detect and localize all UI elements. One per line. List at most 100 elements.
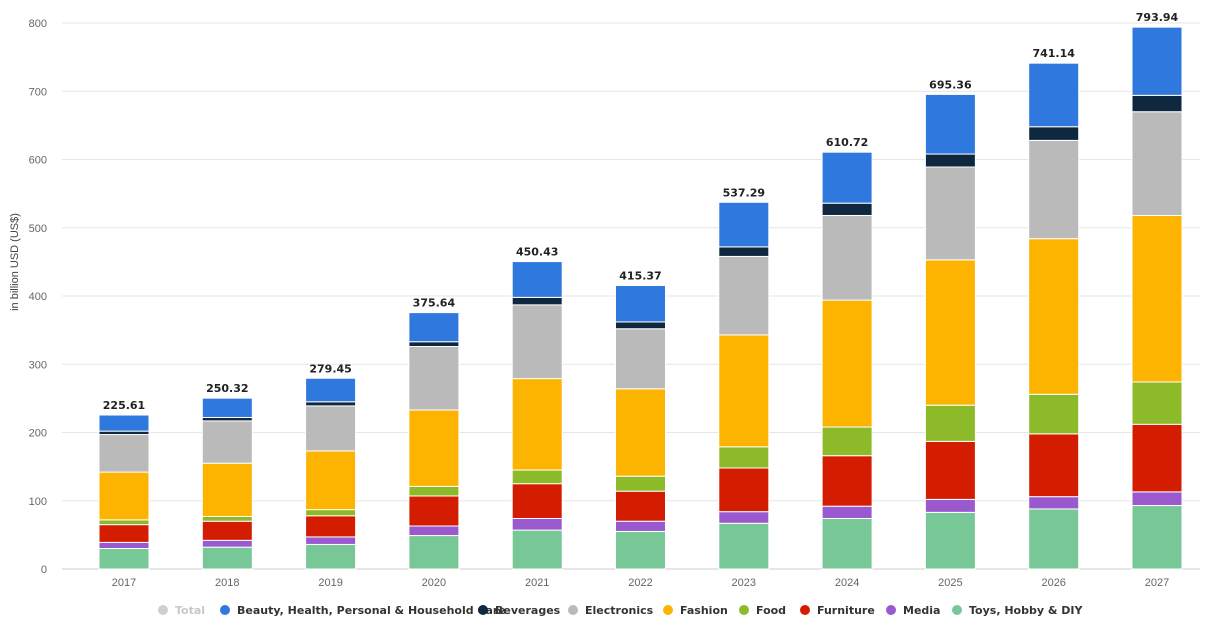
- bar-segment-media-2017[interactable]: [98, 541, 150, 550]
- bar-segment-electronics-2022[interactable]: [615, 328, 666, 390]
- bar-segment-beauty-health-personal-household-care-2026[interactable]: [1028, 62, 1080, 128]
- bar-segment-toys-hobby-diy-2022[interactable]: [615, 530, 666, 570]
- bar-segment-beauty-health-personal-household-care-2025[interactable]: [924, 93, 976, 155]
- bar-segment-beverages-2020[interactable]: [408, 341, 460, 348]
- bar-segment-toys-hobby-diy-2023[interactable]: [718, 522, 770, 570]
- bar-segment-toys-hobby-diy-2024[interactable]: [821, 517, 873, 570]
- bar-segment-beverages-2025[interactable]: [924, 153, 976, 168]
- bar-segment-beauty-health-personal-household-care-2021[interactable]: [511, 261, 563, 298]
- bar-segment-food-2025[interactable]: [924, 404, 976, 442]
- bar-segment-beverages-2022[interactable]: [615, 321, 666, 330]
- bar-segment-furniture-2022[interactable]: [615, 490, 666, 522]
- bar-segment-food-2020[interactable]: [408, 485, 460, 497]
- bar-segment-fashion-2026[interactable]: [1028, 238, 1080, 395]
- bar-segment-fashion-2027[interactable]: [1131, 214, 1183, 383]
- bar-segment-electronics-2017[interactable]: [98, 434, 150, 473]
- bar-segment-fashion-2019[interactable]: [305, 450, 357, 511]
- bar-segment-beverages-2021[interactable]: [511, 296, 563, 306]
- bar-segment-media-2018[interactable]: [201, 539, 253, 548]
- bar-segment-food-2023[interactable]: [718, 446, 770, 469]
- bar-segment-toys-hobby-diy-2018[interactable]: [201, 546, 253, 570]
- bar-segment-beauty-health-personal-household-care-2023[interactable]: [718, 201, 770, 248]
- bar-segment-media-2019[interactable]: [305, 536, 357, 545]
- bar-segment-beverages-2027[interactable]: [1131, 94, 1183, 113]
- bar-segment-furniture-2026[interactable]: [1028, 433, 1080, 498]
- bar-segment-media-2022[interactable]: [615, 520, 666, 532]
- bar-segment-beauty-health-personal-household-care-2018[interactable]: [201, 397, 253, 418]
- bar-segment-media-2021[interactable]: [511, 517, 563, 531]
- bar-segment-furniture-2018[interactable]: [201, 520, 253, 541]
- legend-item-food[interactable]: Food: [739, 604, 786, 617]
- legend-item-electronics[interactable]: Electronics: [568, 604, 654, 617]
- bar-segment-electronics-2020[interactable]: [408, 346, 460, 411]
- bar-segment-electronics-2021[interactable]: [511, 304, 563, 380]
- bar-segment-media-2026[interactable]: [1028, 496, 1080, 510]
- legend-item-furniture[interactable]: Furniture: [800, 604, 875, 617]
- bar-segment-food-2022[interactable]: [615, 475, 666, 492]
- bar-segment-fashion-2017[interactable]: [98, 471, 150, 521]
- bar-segment-furniture-2023[interactable]: [718, 467, 770, 513]
- bar-segment-furniture-2019[interactable]: [305, 515, 357, 538]
- bar-segment-beverages-2026[interactable]: [1028, 126, 1080, 141]
- bar-segment-toys-hobby-diy-2019[interactable]: [305, 543, 357, 570]
- bar-segment-food-2024[interactable]: [821, 426, 873, 457]
- bar-segment-beverages-2017[interactable]: [98, 430, 150, 436]
- bar-segment-fashion-2021[interactable]: [511, 378, 563, 471]
- bar-segment-beverages-2018[interactable]: [201, 416, 253, 422]
- bar-segment-fashion-2020[interactable]: [408, 409, 460, 487]
- bar-segment-electronics-2024[interactable]: [821, 214, 873, 301]
- legend-item-beauty-health-personal-household-care[interactable]: Beauty, Health, Personal & Household Car…: [220, 604, 506, 617]
- bar-segment-beauty-health-personal-household-care-2022[interactable]: [615, 285, 666, 323]
- bar-segment-electronics-2025[interactable]: [924, 166, 976, 261]
- bar-segment-food-2018[interactable]: [201, 515, 253, 522]
- bar-segment-food-2026[interactable]: [1028, 393, 1080, 435]
- y-tick-label: 0: [41, 564, 47, 576]
- legend-item-beverages[interactable]: Beverages: [478, 604, 561, 617]
- bar-segment-furniture-2020[interactable]: [408, 495, 460, 527]
- legend-item-toys-hobby-diy[interactable]: Toys, Hobby & DIY: [952, 604, 1083, 617]
- bar-segment-fashion-2022[interactable]: [615, 388, 666, 477]
- bar-segment-electronics-2027[interactable]: [1131, 111, 1183, 216]
- bar-segment-fashion-2023[interactable]: [718, 334, 770, 448]
- bar-segment-beverages-2023[interactable]: [718, 246, 770, 257]
- bar-segment-food-2021[interactable]: [511, 469, 563, 485]
- bar-segment-furniture-2021[interactable]: [511, 483, 563, 519]
- bar-segment-electronics-2019[interactable]: [305, 405, 357, 452]
- bar-segment-furniture-2017[interactable]: [98, 524, 150, 543]
- bar-segment-food-2017[interactable]: [98, 519, 150, 526]
- bar-segment-beauty-health-personal-household-care-2027[interactable]: [1131, 26, 1183, 96]
- bar-segment-toys-hobby-diy-2020[interactable]: [408, 535, 460, 570]
- bar-segment-toys-hobby-diy-2027[interactable]: [1131, 505, 1183, 570]
- bar-segment-electronics-2018[interactable]: [201, 420, 253, 464]
- bar-segment-media-2024[interactable]: [821, 505, 873, 519]
- bar-segment-toys-hobby-diy-2021[interactable]: [511, 529, 563, 570]
- bar-segment-fashion-2018[interactable]: [201, 462, 253, 517]
- bar-segment-beauty-health-personal-household-care-2024[interactable]: [821, 151, 873, 204]
- bar-segment-beverages-2019[interactable]: [305, 401, 357, 407]
- bar-segment-beauty-health-personal-household-care-2019[interactable]: [305, 377, 357, 403]
- legend-label: Beverages: [495, 604, 561, 617]
- bar-segment-media-2020[interactable]: [408, 525, 460, 537]
- bar-segment-electronics-2023[interactable]: [718, 255, 770, 336]
- bar-segment-toys-hobby-diy-2026[interactable]: [1028, 508, 1080, 570]
- bar-segment-furniture-2024[interactable]: [821, 455, 873, 507]
- bar-segment-food-2019[interactable]: [305, 509, 357, 517]
- bar-segment-food-2027[interactable]: [1131, 381, 1183, 425]
- legend-item-media[interactable]: Media: [886, 604, 940, 617]
- legend-item-total[interactable]: Total: [158, 604, 205, 617]
- bar-segment-beauty-health-personal-household-care-2020[interactable]: [408, 312, 460, 343]
- bar-segment-media-2023[interactable]: [718, 511, 770, 524]
- bar-segment-electronics-2026[interactable]: [1028, 139, 1080, 240]
- bar-segment-fashion-2025[interactable]: [924, 259, 976, 406]
- bar-segment-beverages-2024[interactable]: [821, 202, 873, 216]
- bar-segment-fashion-2024[interactable]: [821, 299, 873, 428]
- legend-item-fashion[interactable]: Fashion: [663, 604, 728, 617]
- bar-segment-beauty-health-personal-household-care-2017[interactable]: [98, 414, 150, 432]
- bar-segment-media-2025[interactable]: [924, 498, 976, 513]
- x-tick-label: 2021: [525, 577, 549, 589]
- bar-segment-furniture-2025[interactable]: [924, 440, 976, 500]
- bar-segment-furniture-2027[interactable]: [1131, 423, 1183, 493]
- bar-segment-media-2027[interactable]: [1131, 491, 1183, 507]
- bar-segment-toys-hobby-diy-2017[interactable]: [98, 548, 150, 570]
- bar-segment-toys-hobby-diy-2025[interactable]: [924, 511, 976, 570]
